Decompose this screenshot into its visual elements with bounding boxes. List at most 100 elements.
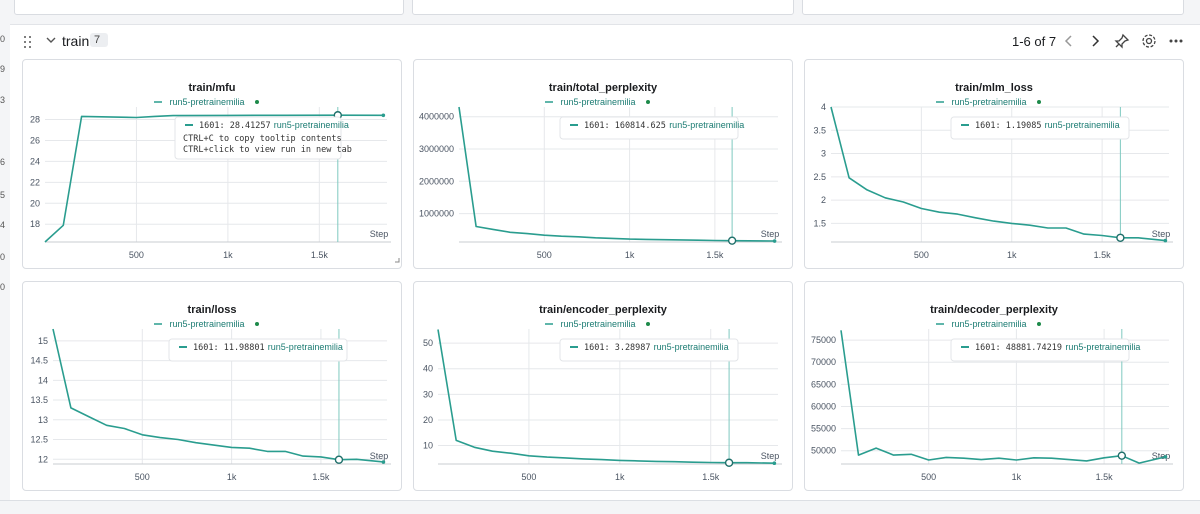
chart-title: train/total_perplexity [549, 82, 658, 94]
chart-loss[interactable]: train/loss run5-pretrainemilia 12 12.5 13 13.… [23, 282, 401, 490]
x-tick-label: 1.5k [1094, 250, 1112, 260]
legend-dot [1037, 322, 1041, 326]
x-axis-label: Step [370, 229, 389, 239]
section-title[interactable]: train [62, 33, 90, 49]
top-strip: 0 200m 400m 600m 800m 1 0 200m 400m 600m… [0, 0, 1200, 22]
chevron-right-icon[interactable] [1086, 32, 1104, 50]
chart-panel-encoder-perplexity[interactable]: train/encoder_perplexity run5-pretrainemi… [413, 281, 793, 491]
tooltip-hint: CTRL+C to copy tooltip contents [183, 134, 342, 144]
x-tick-label: 1.5k [702, 472, 720, 482]
series-line [44, 114, 384, 243]
chart-panel-mfu[interactable]: train/mfu run5-pretrainemilia 18 20 22 24 26 28… [22, 59, 402, 269]
y-tick-label: 13 [38, 415, 48, 425]
hover-marker [724, 458, 734, 467]
chart-mlm-loss[interactable]: train/mlm_loss run5-pretrainemilia 1.5 2 2.5… [805, 60, 1183, 268]
chart-decoder-perplexity[interactable]: train/decoder_perplexity run5-pretrainemi… [805, 282, 1183, 490]
chart-title: train/encoder_perplexity [539, 304, 668, 316]
y-tick-label: 14.5 [30, 356, 48, 366]
y-tick-label: 65000 [811, 379, 836, 389]
series-end-point [1163, 455, 1168, 459]
y-tick-label: 1000000 [419, 209, 454, 219]
y-tick-label: 70000 [811, 357, 836, 367]
legend-label: run5-pretrainemilia [560, 319, 635, 329]
top-card-3: 0 200m 400m 600m 800m 1 [802, 0, 1184, 15]
gear-icon[interactable] [1140, 32, 1158, 50]
x-tick-label: 500 [537, 250, 552, 260]
chevron-down-icon[interactable] [44, 33, 58, 47]
legend-label: run5-pretrainemilia [951, 319, 1026, 329]
x-axis-label: Step [1152, 451, 1171, 461]
series-line [840, 330, 1166, 464]
gutter-label: 5 [0, 190, 6, 200]
tooltip-box [559, 116, 739, 140]
hover-marker [1117, 451, 1127, 460]
chart-title: train/mfu [188, 82, 235, 94]
tooltip-run: run5-pretrainemilia [669, 120, 744, 130]
gutter-label: 9 [0, 64, 6, 74]
y-tick-label: 40 [423, 364, 433, 374]
series-end-point [772, 461, 777, 466]
y-tick-label: 50 [423, 338, 433, 348]
chevron-left-icon[interactable] [1060, 32, 1078, 50]
legend-label: run5-pretrainemilia [169, 97, 244, 107]
y-tick-label: 3.5 [813, 125, 826, 135]
x-axis-label: Step [370, 451, 389, 461]
tooltip-hint: CTRL+click to view run in new tab [183, 145, 352, 155]
x-tick-label: 1k [1007, 250, 1017, 260]
resize-handle-icon [395, 258, 400, 263]
y-tick-label: 2 [821, 195, 826, 205]
y-tick-label: 13.5 [30, 395, 48, 405]
more-icon[interactable] [1167, 32, 1185, 50]
chart-panel-decoder-perplexity[interactable]: train/decoder_perplexity run5-pretrainemi… [804, 281, 1184, 491]
section-header: train 7 1-6 of 7 [10, 24, 1200, 59]
y-tick-label: 12.5 [30, 435, 48, 445]
y-tick-label: 2000000 [419, 176, 454, 186]
tooltip-run: run5-pretrainemilia [1045, 120, 1120, 130]
y-tick-label: 14 [38, 375, 48, 385]
chart-panel-mlm-loss[interactable]: train/mlm_loss run5-pretrainemilia 1.5 2 2.5… [804, 59, 1184, 269]
drag-handle-icon[interactable] [24, 36, 34, 48]
y-tick-label: 75000 [811, 335, 836, 345]
y-tick-label: 24 [30, 156, 40, 166]
series-end-point [381, 113, 386, 118]
x-axis-label: Step [761, 451, 780, 461]
y-tick-label: 12 [38, 454, 48, 464]
x-tick-label: 500 [914, 250, 929, 260]
x-tick-label: 1k [227, 472, 237, 482]
x-tick-label: 500 [135, 472, 150, 482]
top-card-1: 0 200m 400m 600m 800m 1 [14, 0, 404, 15]
chart-total-perplexity[interactable]: train/total_perplexity run5-pretrainemili… [414, 60, 792, 268]
hover-marker [727, 236, 737, 245]
y-tick-label: 3000000 [419, 144, 454, 154]
legend-label: run5-pretrainemilia [951, 97, 1026, 107]
chart-panel-loss[interactable]: train/loss run5-pretrainemilia 12 12.5 13 13.… [22, 281, 402, 491]
x-tick-label: 500 [129, 250, 144, 260]
y-tick-label: 10 [423, 441, 433, 451]
tooltip-run: run5-pretrainemilia [268, 342, 343, 352]
left-gutter: 0 9 3 6 5 4 0 0 [0, 0, 10, 513]
y-tick-label: 1.5 [813, 218, 826, 228]
x-tick-label: 1.5k [1096, 472, 1114, 482]
x-tick-label: 1k [1012, 472, 1022, 482]
tooltip-box [950, 116, 1130, 140]
chart-panel-total-perplexity[interactable]: train/total_perplexity run5-pretrainemili… [413, 59, 793, 269]
series-line [52, 328, 384, 463]
pin-icon[interactable] [1113, 32, 1131, 50]
gutter-label: 0 [0, 34, 6, 44]
y-tick-label: 55000 [811, 424, 836, 434]
chart-title: train/loss [188, 304, 237, 316]
chart-mfu[interactable]: train/mfu run5-pretrainemilia 18 20 22 24 26 28… [23, 60, 401, 268]
y-tick-label: 30 [423, 389, 433, 399]
y-tick-label: 15 [38, 336, 48, 346]
chart-encoder-perplexity[interactable]: train/encoder_perplexity run5-pretrainemi… [414, 282, 792, 490]
y-tick-label: 4 [821, 102, 826, 112]
tooltip-run: run5-pretrainemilia [274, 120, 349, 130]
tooltip-value: 1601: 28.41257 [199, 121, 271, 131]
y-tick-label: 20 [30, 198, 40, 208]
tooltip-box [950, 338, 1130, 362]
x-tick-label: 500 [521, 472, 536, 482]
y-tick-label: 2.5 [813, 172, 826, 182]
tooltip-value: 1601: 1.19085 [975, 121, 1042, 131]
series-end-point [772, 239, 777, 243]
top-card-2: 0 200m 400m 600m 800m 1 [412, 0, 794, 15]
